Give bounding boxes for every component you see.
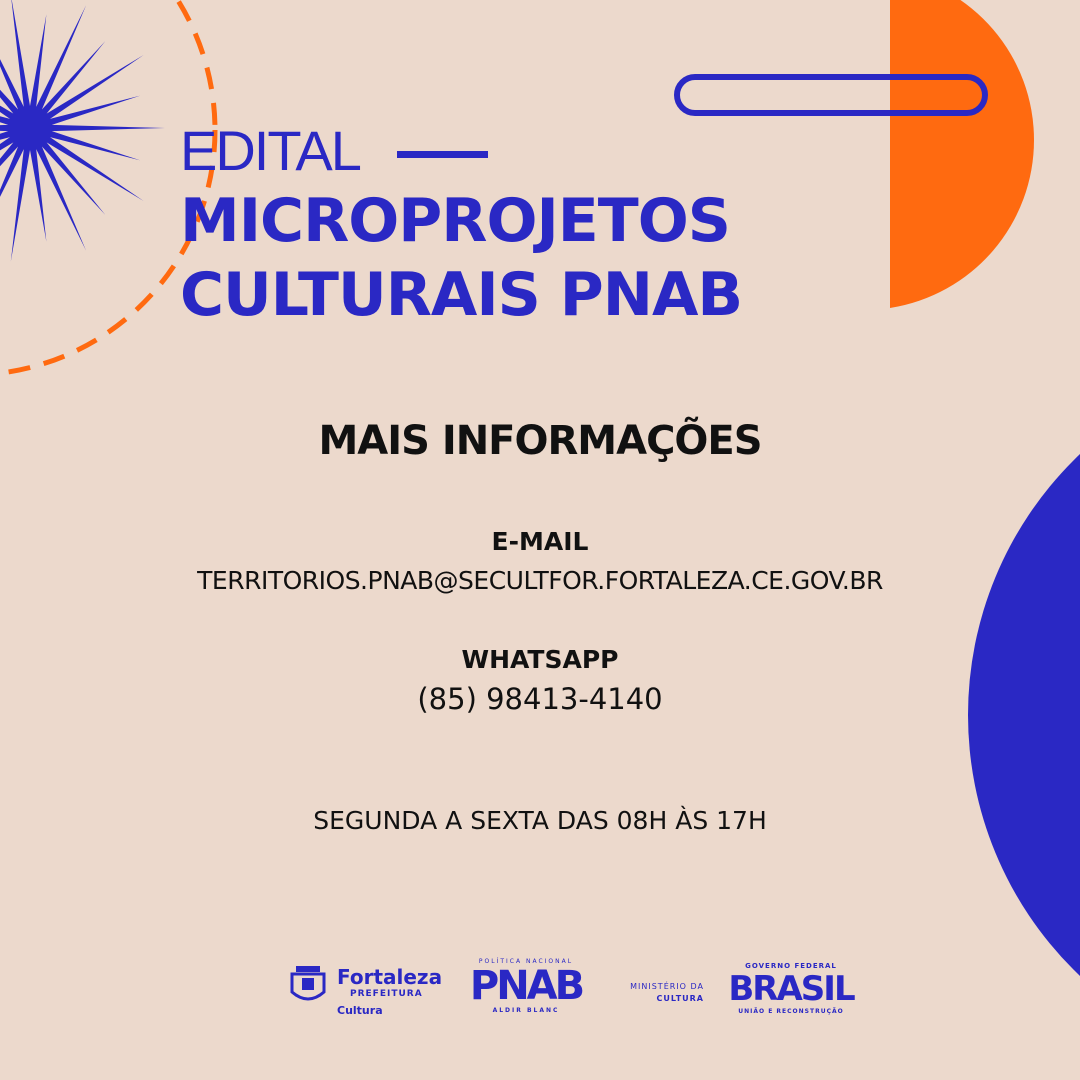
starburst [0,0,165,262]
title-line-2: CULTURAIS PNAB [180,260,743,330]
fortaleza-dept: Cultura [337,1004,383,1017]
orange-dashed-arc [0,0,218,376]
pnab-logo: POLÍTICA NACIONAL PNAB ALDIR BLANC [466,958,586,1014]
ministerio-line1: MINISTÉRIO DA [630,982,704,991]
title-line-1: MICROPROJETOS [180,186,731,256]
edital-dash [397,151,488,158]
brasil-logo: GOVERNO FEDERAL BRASIL UNIÃO E RECONSTRU… [724,962,858,1015]
fortaleza-name: Fortaleza [337,965,443,989]
ministerio-logo: MINISTÉRIO DA CULTURA [608,981,704,1005]
brasil-name: BRASIL [728,969,855,1009]
email-address[interactable]: TERRITORIOS.PNAB@SECULTFOR.FORTALEZA.CE.… [197,566,883,595]
blue-circle [968,454,1080,976]
coat-of-arms-icon [290,966,326,1001]
starburst-shape [0,0,165,262]
info-heading: MAIS INFORMAÇÕES [318,418,762,464]
ministerio-line2: CULTURA [656,994,704,1003]
pnab-name: PNAB [469,963,585,1009]
brasil-top: GOVERNO FEDERAL [745,962,837,970]
whatsapp-number[interactable]: (85) 98413-4140 [417,682,663,716]
email-label: E-MAIL [491,527,589,556]
office-hours: SEGUNDA A SEXTA DAS 08H ÀS 17H [313,806,767,835]
fortaleza-sub: PREFEITURA [350,989,423,999]
brasil-bottom: UNIÃO E RECONSTRUÇÃO [738,1008,844,1015]
whatsapp-label: WHATSAPP [461,645,619,674]
pnab-bottom: ALDIR BLANC [492,1007,560,1014]
orange-half-circle [890,0,1034,308]
edital-label: EDITAL [180,119,362,182]
pill-outline [674,74,988,116]
pnab-top: POLÍTICA NACIONAL [478,958,574,965]
